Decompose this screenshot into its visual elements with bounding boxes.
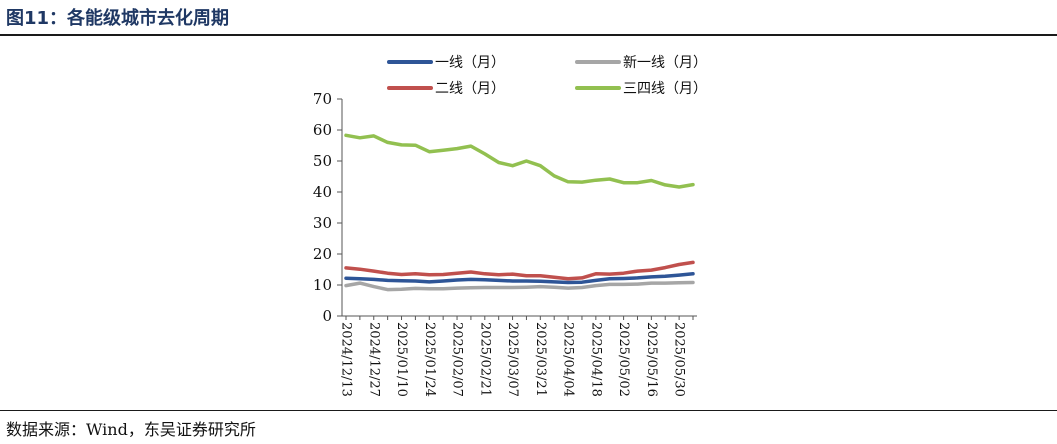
legend-label-2: 新一线（月）	[623, 55, 707, 71]
series-line-1	[344, 272, 695, 285]
x-tick-label: 2025/05/16	[644, 322, 659, 397]
x-tick-label: 2025/04/18	[588, 322, 603, 397]
chart-legend: 一线（月） 新一线（月） 二线（月） 三四线（月）	[387, 55, 707, 97]
figure-title: 图11：各能级城市去化周期	[6, 8, 230, 29]
series-line-2	[344, 280, 695, 292]
y-tick-label: 0	[322, 307, 332, 325]
series-line-4	[344, 133, 695, 189]
y-tick-label: 50	[313, 152, 332, 170]
x-tick-label: 2025/05/02	[616, 322, 631, 397]
x-tick-label: 2025/02/21	[477, 322, 492, 397]
y-tick-label: 10	[313, 276, 332, 294]
legend-label-4: 三四线（月）	[623, 81, 707, 97]
x-tick-label: 2024/12/13	[339, 322, 354, 397]
x-tick-label: 2025/02/07	[450, 322, 465, 397]
source-note: 数据来源：Wind，东吴证券研究所	[6, 420, 256, 439]
x-tick-label: 2024/12/27	[366, 322, 381, 397]
y-tick-label: 40	[313, 183, 332, 201]
top-divider	[0, 34, 1057, 36]
x-tick-label: 2025/05/30	[672, 322, 687, 397]
x-tick-label: 2025/01/10	[394, 322, 409, 397]
bottom-divider	[0, 410, 1057, 411]
x-tick-label: 2025/01/24	[422, 322, 437, 397]
chart-lines	[344, 133, 695, 292]
x-tick-label: 2025/03/07	[505, 322, 520, 397]
y-tick-label: 60	[313, 121, 332, 139]
series-line-3	[344, 260, 695, 281]
legend-label-3: 二线（月）	[435, 81, 505, 97]
legend-label-1: 一线（月）	[435, 55, 505, 71]
y-tick-label: 30	[313, 214, 332, 232]
y-tick-label: 20	[313, 245, 332, 263]
y-tick-label: 70	[313, 90, 332, 108]
x-tick-label: 2025/04/04	[561, 322, 576, 397]
x-tick-label: 2025/03/21	[533, 322, 548, 397]
chart-axes: 0 10 20 30 40 50 60 70 2024/12/13 2024/12/27 2025/…	[313, 90, 697, 397]
